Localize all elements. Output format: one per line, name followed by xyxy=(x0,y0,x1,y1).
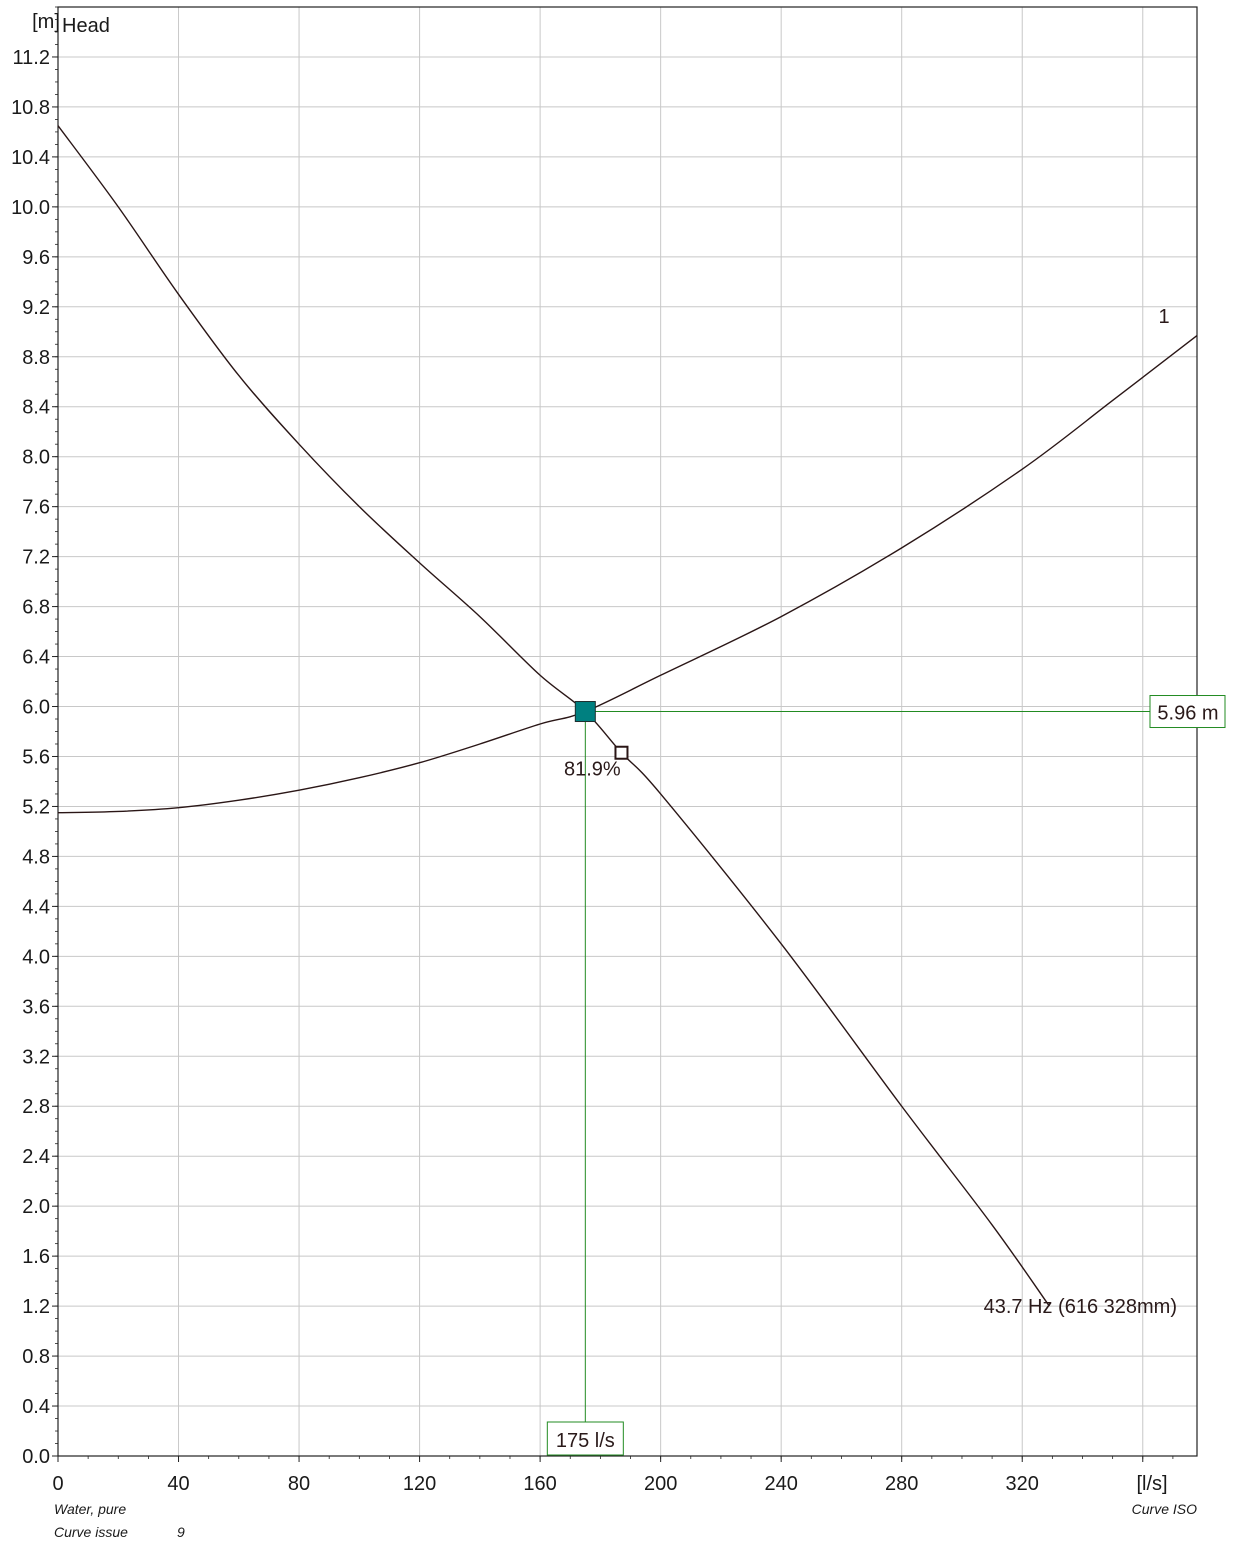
y-axis-unit: [m] xyxy=(32,11,60,33)
grid-lines xyxy=(57,7,1197,1457)
x-tick-label: 80 xyxy=(288,1473,310,1495)
y-tick-label: 5.2 xyxy=(22,796,50,818)
footer-issue-value: 9 xyxy=(177,1524,185,1540)
y-tick-label: 9.6 xyxy=(22,247,50,269)
duty-flow-value: 175 l/s xyxy=(556,1430,615,1452)
y-tick-label: 5.6 xyxy=(22,746,50,768)
y-tick-label: 6.0 xyxy=(22,697,50,719)
duty-point-group: 5.96 m 175 l/s 81.9% xyxy=(546,695,1226,1456)
y-tick-label: 10.4 xyxy=(11,147,50,169)
x-tick-label: 320 xyxy=(1006,1473,1039,1495)
x-tick-label: 40 xyxy=(167,1473,189,1495)
y-tick-label: 3.2 xyxy=(22,1046,50,1068)
x-tick-label: 120 xyxy=(403,1473,436,1495)
y-tick-label: 2.0 xyxy=(22,1196,50,1218)
bep-marker xyxy=(614,745,629,760)
y-tick-label: 9.2 xyxy=(22,297,50,319)
system-curve-1 xyxy=(57,334,1198,814)
duty-flow-box xyxy=(546,1421,624,1456)
y-tick-label: 1.6 xyxy=(22,1246,50,1268)
x-axis-unit: [l/s] xyxy=(1136,1473,1167,1495)
duty-head-box xyxy=(1149,695,1226,729)
x-tick-label: 200 xyxy=(644,1473,677,1495)
y-tick-labels: 0.0 0.4 0.8 1.2 1.6 2.0 2.4 2.8 3.2 3.6 4.0 4.4 4.8 5… xyxy=(11,47,50,1468)
y-tick-label: 10.0 xyxy=(11,197,50,219)
y-tick-label: 4.4 xyxy=(22,896,50,918)
y-tick-label: 2.4 xyxy=(22,1146,50,1168)
system-curve-label: 1 xyxy=(1158,306,1169,328)
x-tick-label: 240 xyxy=(764,1473,797,1495)
y-tick-label: 8.4 xyxy=(22,397,50,419)
x-tick-label: 160 xyxy=(523,1473,556,1495)
x-tick-label: 0 xyxy=(52,1473,63,1495)
pump-curve-43-7hz xyxy=(57,125,1050,1307)
footer-fluid: Water, pure xyxy=(54,1501,126,1517)
y-tick-label: 7.2 xyxy=(22,547,50,569)
minor-ticks xyxy=(52,6,1174,1462)
y-tick-label: 1.2 xyxy=(22,1296,50,1318)
y-tick-label: 4.0 xyxy=(22,946,50,968)
curves: 43.7 Hz (616 328mm) 1 xyxy=(57,125,1198,1318)
duty-head-value: 5.96 m xyxy=(1157,703,1218,725)
footer-standard: Curve ISO xyxy=(1132,1501,1197,1517)
y-tick-label: 6.8 xyxy=(22,597,50,619)
y-tick-label: 0.8 xyxy=(22,1346,50,1368)
y-tick-label: 7.6 xyxy=(22,497,50,519)
y-tick-label: 8.8 xyxy=(22,347,50,369)
efficiency-label: 81.9% xyxy=(564,759,621,781)
x-tick-label: 280 xyxy=(885,1473,918,1495)
y-tick-label: 0.4 xyxy=(22,1396,50,1418)
x-tick-labels: 0 40 80 120 160 200 240 280 320 xyxy=(52,1473,1038,1495)
footer-issue-label: Curve issue xyxy=(54,1524,128,1540)
y-tick-label: 0.0 xyxy=(22,1446,50,1468)
y-tick-label: 3.6 xyxy=(22,996,50,1018)
duty-point-marker xyxy=(574,701,596,723)
pump-curve-label: 43.7 Hz (616 328mm) xyxy=(984,1296,1177,1318)
y-tick-label: 10.8 xyxy=(11,97,50,119)
y-tick-label: 6.4 xyxy=(22,647,50,669)
plot-frame xyxy=(57,6,1198,1457)
y-tick-label: 11.2 xyxy=(13,47,50,69)
y-tick-label: 8.0 xyxy=(22,447,50,469)
y-tick-label: 2.8 xyxy=(22,1096,50,1118)
y-axis-title: Head xyxy=(62,15,110,37)
y-tick-label: 4.8 xyxy=(22,846,50,868)
